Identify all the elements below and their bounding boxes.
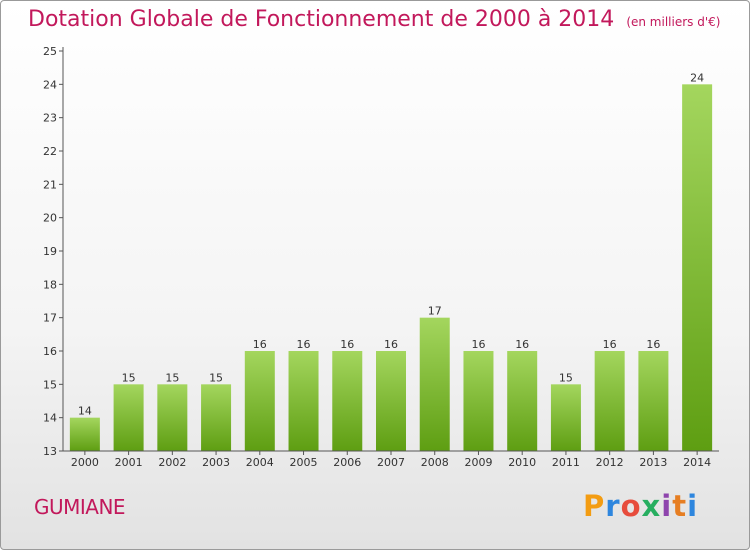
x-tick-label: 2011 — [552, 456, 580, 469]
x-tick-label: 2002 — [158, 456, 186, 469]
data-label: 16 — [384, 338, 398, 351]
data-label: 15 — [209, 371, 223, 384]
bar — [113, 384, 144, 451]
data-label: 16 — [646, 338, 660, 351]
bar — [288, 351, 319, 451]
data-label: 24 — [690, 71, 704, 84]
y-tick-label: 23 — [43, 112, 57, 125]
x-tick-label: 2004 — [246, 456, 274, 469]
logo-letter: i — [661, 489, 673, 523]
y-tick-label: 24 — [43, 78, 57, 91]
x-tick-label: 2003 — [202, 456, 230, 469]
x-tick-label: 2012 — [596, 456, 624, 469]
data-label: 16 — [297, 338, 311, 351]
y-tick-label: 22 — [43, 145, 57, 158]
x-tick-label: 2007 — [377, 456, 405, 469]
x-tick-label: 2005 — [290, 456, 318, 469]
x-tick-label: 2014 — [683, 456, 711, 469]
bar — [463, 351, 494, 451]
x-tick-label: 2000 — [71, 456, 99, 469]
logo-letter: x — [641, 489, 662, 523]
data-label: 16 — [471, 338, 485, 351]
y-tick-label: 25 — [43, 45, 57, 58]
logo-letter: o — [620, 489, 642, 523]
x-tick-label: 2006 — [333, 456, 361, 469]
unit-label: (en milliers d'€) — [626, 15, 721, 29]
y-tick-label: 14 — [43, 412, 57, 425]
bar — [419, 317, 450, 451]
y-tick-label: 18 — [43, 278, 57, 291]
logo-letter: P — [583, 489, 606, 523]
y-tick-label: 17 — [43, 312, 57, 325]
data-label: 15 — [122, 371, 136, 384]
data-label: 16 — [603, 338, 617, 351]
bar — [682, 84, 713, 451]
data-label: 16 — [515, 338, 529, 351]
x-tick-label: 2013 — [639, 456, 667, 469]
bar — [638, 351, 669, 451]
data-label: 17 — [428, 305, 442, 318]
x-tick-label: 2010 — [508, 456, 536, 469]
x-tick-label: 2008 — [421, 456, 449, 469]
logo-letter: t — [672, 489, 688, 523]
y-tick-label: 20 — [43, 212, 57, 225]
chart-title: Dotation Globale de Fonctionnement de 20… — [28, 7, 720, 32]
bar — [550, 384, 581, 451]
x-tick-label: 2009 — [464, 456, 492, 469]
commune-name: GUMIANE — [34, 495, 126, 519]
y-tick-label: 13 — [43, 445, 57, 458]
logo-letter: i — [687, 489, 699, 523]
data-label: 16 — [253, 338, 267, 351]
title-text: Dotation Globale de Fonctionnement de 20… — [28, 7, 615, 32]
x-tick-label: 2001 — [115, 456, 143, 469]
y-tick-label: 21 — [43, 178, 57, 191]
bar — [157, 384, 188, 451]
bar — [332, 351, 363, 451]
bar — [507, 351, 538, 451]
bar — [594, 351, 625, 451]
data-label: 15 — [165, 371, 179, 384]
bar — [69, 417, 100, 451]
logo-letter: r — [605, 489, 621, 523]
bar — [201, 384, 232, 451]
y-tick-label: 19 — [43, 245, 57, 258]
bar — [376, 351, 406, 451]
data-label: 16 — [340, 338, 354, 351]
bar — [244, 351, 275, 451]
data-label: 14 — [78, 405, 92, 418]
data-label: 15 — [559, 371, 573, 384]
y-tick-label: 15 — [43, 378, 57, 391]
y-tick-label: 16 — [43, 345, 57, 358]
proxiti-logo[interactable]: Proxiti — [583, 489, 698, 523]
